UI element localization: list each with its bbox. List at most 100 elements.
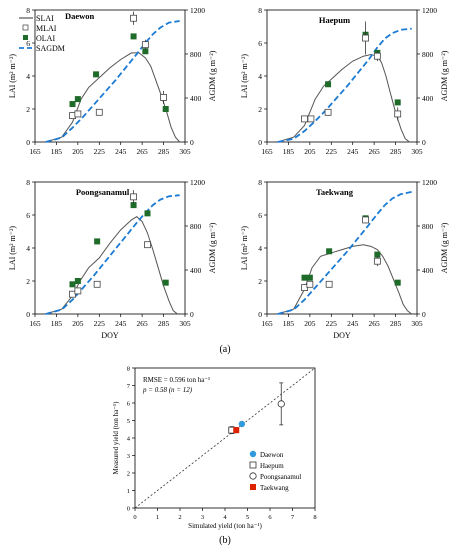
legend-olai-marker <box>23 35 28 40</box>
panel-title: Poongsanamul <box>76 187 130 197</box>
x-tick-label: 265 <box>369 147 381 156</box>
y-tick-label: 4 <box>258 244 262 253</box>
legend-olai-label: OLAI <box>36 34 55 43</box>
x-tick-label: 265 <box>369 319 381 328</box>
y2-tick-label: 400 <box>190 266 202 275</box>
y-tick-label: 8 <box>26 6 30 15</box>
olai-point <box>93 71 100 78</box>
y-tick-label: 2 <box>26 105 30 114</box>
mlai-point <box>362 34 369 42</box>
x-tick-label: 1 <box>156 514 159 521</box>
y2-tick-label: 400 <box>422 94 434 103</box>
y2-tick-label: 800 <box>422 50 434 59</box>
x-tick-label: 185 <box>51 319 63 328</box>
x-tick-label: 305 <box>411 319 423 328</box>
legend-label: Taekwang <box>260 484 289 492</box>
olai-point <box>94 238 101 245</box>
x-tick-label: 245 <box>115 319 127 328</box>
chart-haepum: 165 185 205 225 245 265 285 3050246804008001200… <box>240 6 449 156</box>
y-tick-label: 4 <box>258 72 262 81</box>
mlai-point <box>373 52 381 60</box>
mlai-point <box>307 115 315 123</box>
y-axis-label: LAI (m² m⁻²) <box>8 54 17 98</box>
x-tick-label: 245 <box>347 147 359 156</box>
mlai-point <box>130 14 137 22</box>
x-tick-label: 3 <box>201 514 204 521</box>
x-tick-label: 4 <box>223 514 227 521</box>
legend-slai-label: SLAI <box>36 14 54 23</box>
x-tick-label: 6 <box>268 514 272 521</box>
y-tick-label: 4 <box>26 72 30 81</box>
x-tick-label: 8 <box>313 514 316 521</box>
x-tick-label: 245 <box>347 319 359 328</box>
y2-tick-label: 0 <box>422 138 426 147</box>
x-tick-label: 225 <box>94 319 106 328</box>
legend-label: Daewon <box>260 451 284 459</box>
figure-label-b: (b) <box>219 535 231 546</box>
x-tick-label: 265 <box>137 147 149 156</box>
legend-label: Poongsanamul <box>260 473 301 481</box>
plot-frame <box>34 9 186 143</box>
olai-point <box>374 251 381 258</box>
point-daewon <box>249 450 257 458</box>
x-tick-label: 265 <box>137 319 149 328</box>
x-tick-label: 305 <box>179 147 191 156</box>
x-tick-label: 205 <box>72 319 84 328</box>
x-tick-label: 5 <box>246 514 249 521</box>
plot-frame <box>266 181 418 315</box>
x-tick-label: 185 <box>283 147 295 156</box>
olai-point <box>394 99 401 106</box>
olai-point <box>142 48 149 55</box>
y2-tick-label: 0 <box>422 310 426 319</box>
x-tick-label: 285 <box>158 147 170 156</box>
chart-poongsanamul: 165 185 205 225 245 265 285 3050246804008001200… <box>8 178 217 340</box>
y2-tick-label: 1200 <box>422 178 437 187</box>
y-tick-label: 6 <box>26 211 30 220</box>
y-tick-label: 8 <box>26 178 30 187</box>
plot-frame <box>34 181 186 315</box>
legend-a: SLAI MLAI OLAI SAGDM <box>19 14 65 53</box>
panel-title: Daewon <box>65 11 95 21</box>
mlai-point <box>130 193 137 201</box>
olai-point <box>69 101 76 108</box>
point-daewon <box>238 420 246 428</box>
y-tick-label: 0 <box>258 310 262 319</box>
series-sagdm-line <box>45 194 180 315</box>
mlai-point <box>394 110 402 118</box>
x-tick-label: 165 <box>29 319 41 328</box>
y-tick-label: 4 <box>127 436 131 443</box>
x-axis-label: DOY <box>101 331 119 340</box>
x-tick-label: 205 <box>304 147 316 156</box>
olai-point <box>144 210 151 217</box>
point-haepum <box>249 461 257 469</box>
mlai-point <box>373 257 381 265</box>
y2-axis-label: AGDM (g m⁻²) <box>208 50 217 101</box>
y2-tick-label: 1200 <box>190 178 205 187</box>
x-tick-label: 285 <box>390 319 402 328</box>
x-tick-label: 285 <box>390 147 402 156</box>
olai-point <box>130 202 137 209</box>
y-axis-label: Measured yield (ton ha⁻¹) <box>112 401 120 475</box>
y-tick-label: 2 <box>258 105 262 114</box>
x-axis-label: Simulated yield (ton ha⁻¹) <box>188 522 262 530</box>
series-slai-line <box>277 244 412 315</box>
y-tick-label: 5 <box>127 418 130 425</box>
y-tick-label: 8 <box>127 366 130 373</box>
y2-tick-label: 800 <box>190 222 202 231</box>
y-axis-label: LAI (m² m⁻²) <box>240 54 249 98</box>
point-poongsanamul <box>277 400 285 408</box>
series-sagdm-line <box>277 191 412 315</box>
x-axis-label: DOY <box>333 331 351 340</box>
y-tick-label: 2 <box>258 277 262 286</box>
y2-axis-label: AGDM (g m⁻²) <box>208 222 217 273</box>
chart-daewon: 165 185 205 225 245 265 285 3050246804008001200… <box>8 6 217 156</box>
y-tick-label: 7 <box>127 383 131 390</box>
olai-point <box>394 279 401 286</box>
mlai-point <box>362 216 369 224</box>
y-tick-label: 0 <box>258 138 262 147</box>
x-tick-label: 205 <box>304 319 316 328</box>
y2-tick-label: 0 <box>190 310 194 319</box>
y2-tick-label: 1200 <box>422 6 437 15</box>
y2-tick-label: 1200 <box>190 6 205 15</box>
